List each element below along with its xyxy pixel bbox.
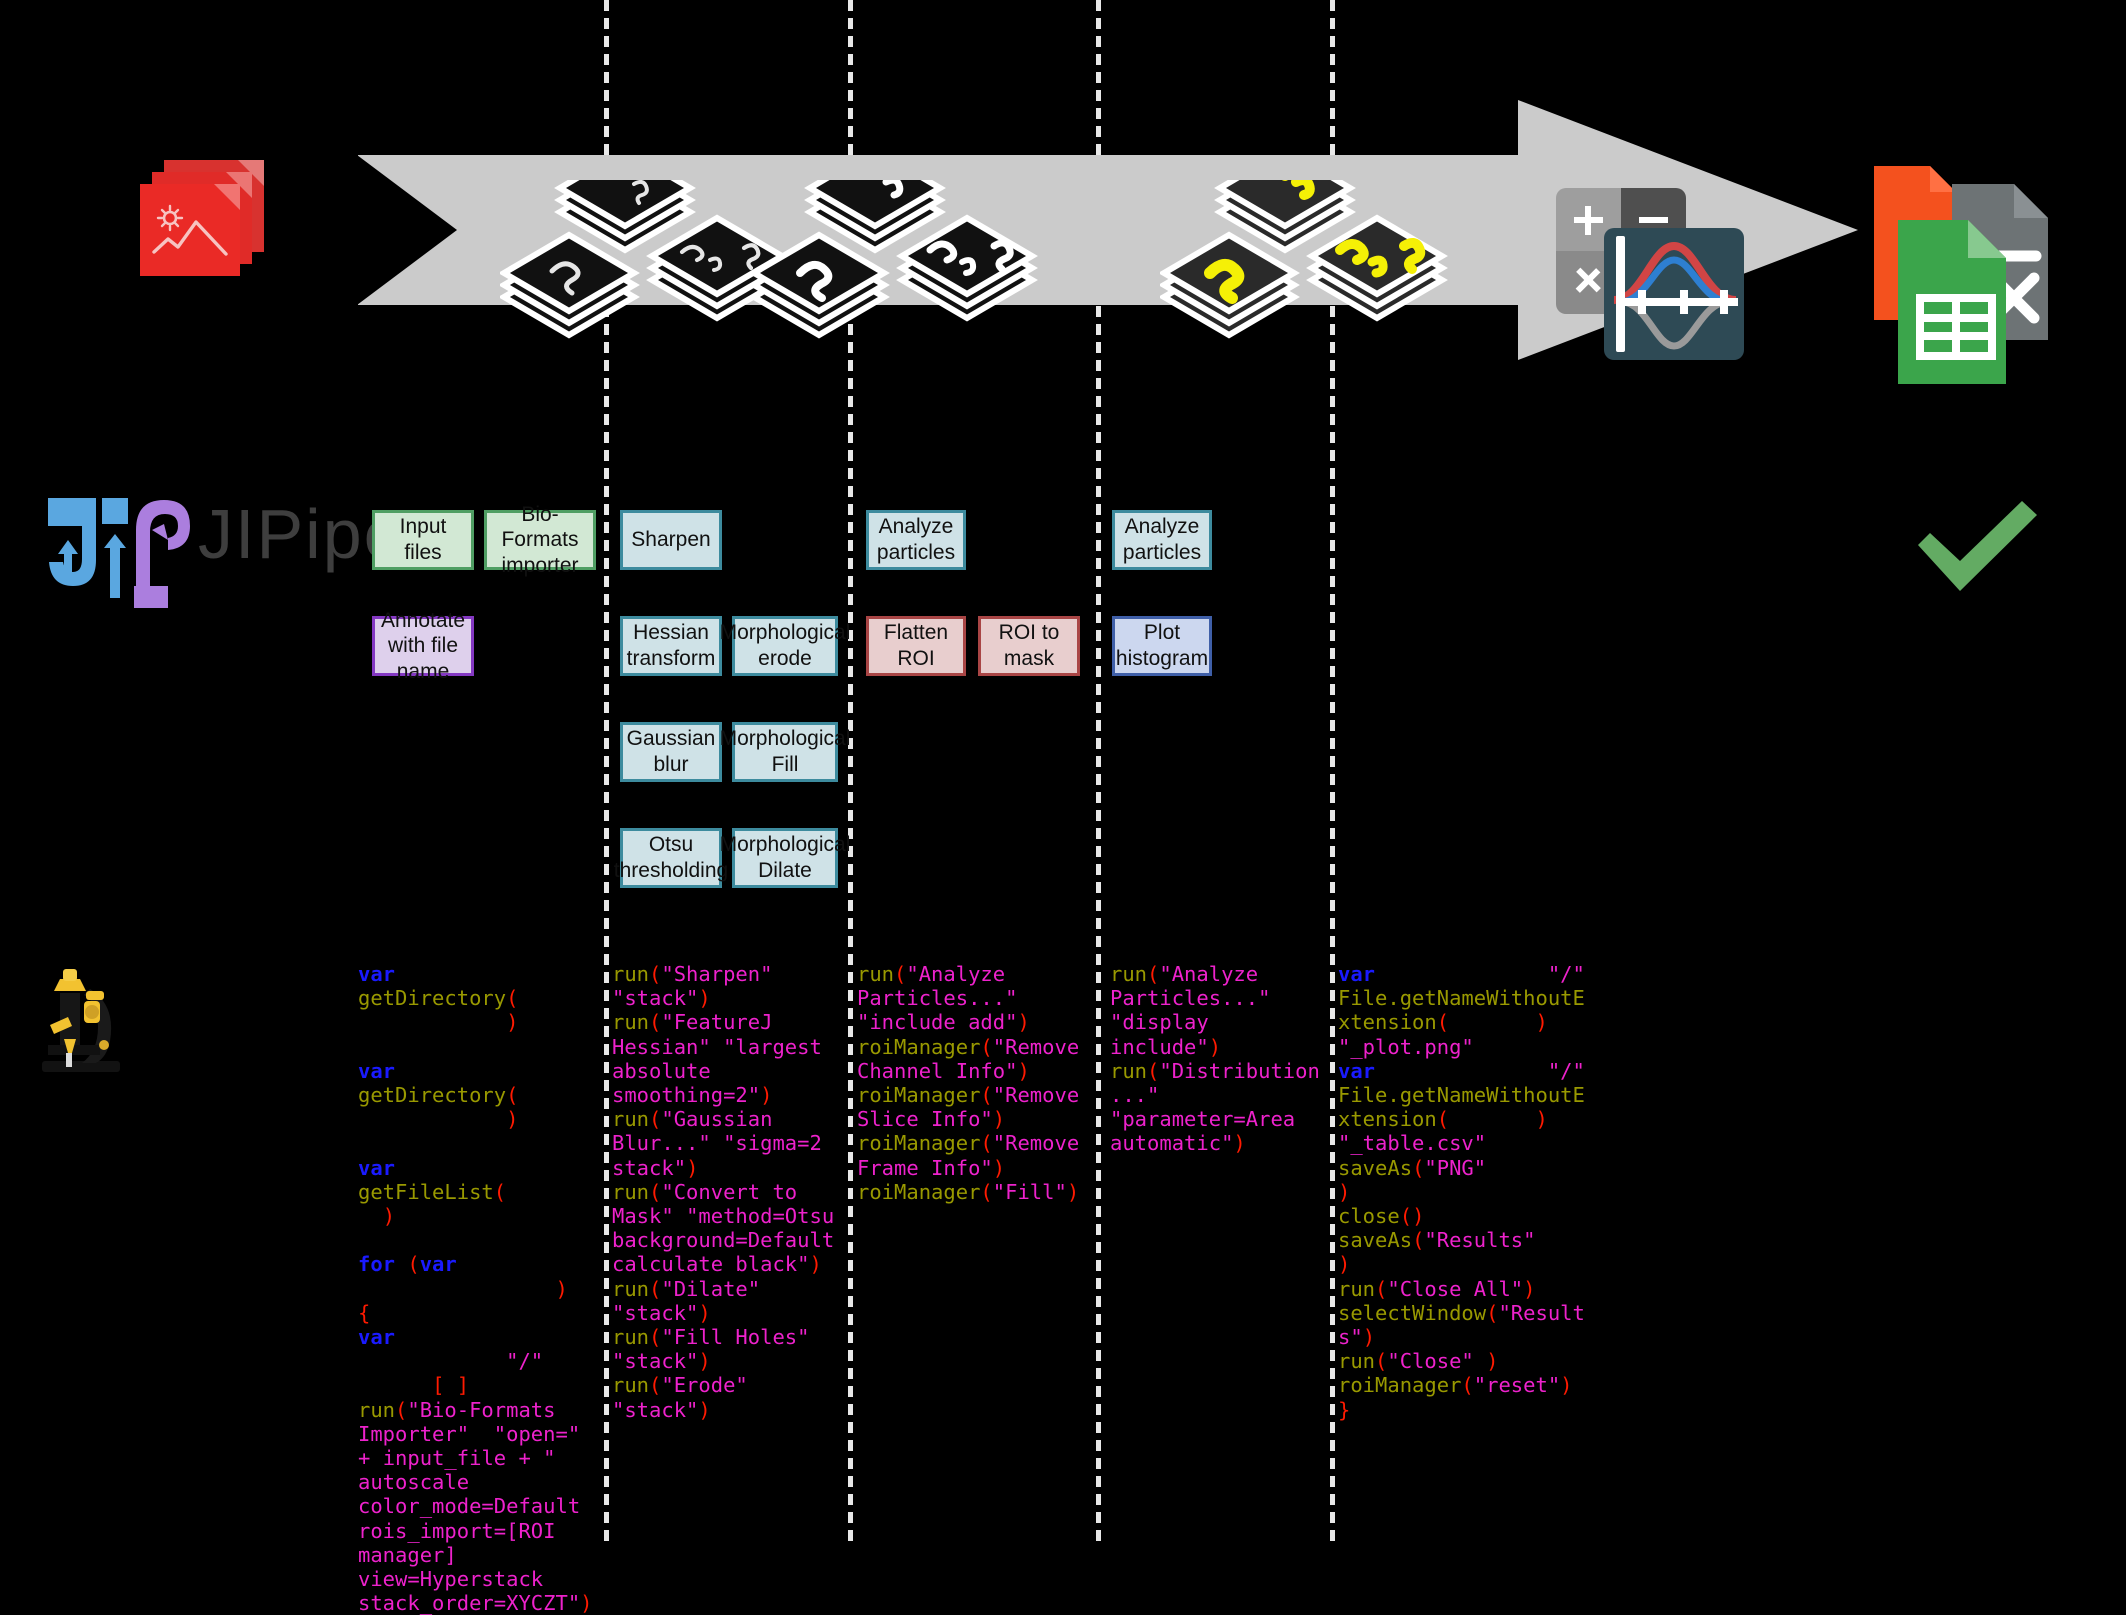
pipeline-node[interactable]: Bio-Formats importer: [484, 503, 596, 577]
column-divider-4: [1330, 0, 1335, 1541]
pipeline-node-label: ROI to mask: [998, 621, 1060, 670]
pipeline-node[interactable]: Hessian transform: [620, 616, 722, 676]
pipeline-node[interactable]: Analyze particles: [1112, 510, 1212, 570]
code-block-preprocess: run("Sharpen" "stack") run("FeatureJ Hess…: [612, 962, 847, 1422]
code-block-segment: run("Analyze Particles..." "include add"…: [857, 962, 1092, 1204]
pipeline-node-label: Input files: [399, 515, 447, 564]
code-block-import: var getDirectory( ) var getDirectory( ) va…: [358, 962, 593, 1615]
check-icon: [1910, 487, 2045, 597]
calculator-plot-icon: [1556, 188, 1746, 360]
pipeline-node-label: Bio-Formats importer: [501, 502, 579, 577]
pipeline-node[interactable]: Morphological Dilate: [720, 828, 850, 888]
pipeline-node-label: Morphological Fill: [719, 727, 851, 776]
pipeline-node-label: Analyze particles: [876, 515, 956, 564]
pipeline-node[interactable]: Morphological erode: [720, 616, 850, 676]
microscope-icon: [30, 965, 135, 1075]
pipeline-node[interactable]: Input files: [372, 510, 474, 570]
roi-overlay-stacks: [1158, 146, 1460, 370]
pipeline-node-label: Otsu thresholding: [613, 833, 729, 882]
binary-mask-stacks: [748, 146, 1050, 370]
pipeline-node-label: Hessian transform: [626, 621, 716, 670]
pipeline-node-label: Morphological Dilate: [719, 833, 851, 882]
brand-name: JIPipe: [198, 495, 405, 573]
pipeline-node-label: Gaussian blur: [626, 727, 716, 776]
pipeline-node[interactable]: Analyze particles: [866, 510, 966, 570]
code-block-quantify: run("Analyze Particles..." "display incl…: [1110, 962, 1320, 1156]
pipeline-node-label: Plot histogram: [1115, 621, 1209, 670]
pipeline-node-label: Flatten ROI: [883, 621, 949, 670]
column-divider-1: [604, 0, 609, 1541]
column-divider-3: [1096, 0, 1101, 1541]
input-images-icon: [140, 160, 270, 290]
output-files-icon: [1868, 160, 2118, 390]
code-block-export: var "/" File.getNameWithoutExtension( ) "_…: [1338, 962, 1585, 1422]
pipeline-node[interactable]: ROI to mask: [978, 616, 1080, 676]
jipipe-logo-icon: [40, 492, 460, 612]
pipeline-node[interactable]: Morphological Fill: [720, 722, 850, 782]
column-divider-2: [848, 0, 853, 1541]
pipeline-node-label: Annotate with file name: [380, 608, 466, 683]
pipeline-node-label: Analyze particles: [1122, 515, 1202, 564]
pipeline-node-label: Sharpen: [631, 528, 711, 552]
pipeline-node[interactable]: Flatten ROI: [866, 616, 966, 676]
pipeline-node[interactable]: Otsu thresholding: [614, 828, 728, 888]
pipeline-node-label: Morphological erode: [719, 621, 851, 670]
pipeline-node[interactable]: Plot histogram: [1112, 616, 1212, 676]
infographic-canvas: JIPipe Input files Bio-Formats importer An…: [30, 0, 2118, 1615]
pipeline-node[interactable]: Sharpen: [620, 510, 722, 570]
pipeline-node[interactable]: Annotate with file name: [372, 609, 474, 683]
pipeline-node[interactable]: Gaussian blur: [620, 722, 722, 782]
